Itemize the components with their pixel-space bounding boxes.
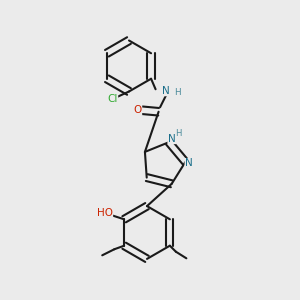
Text: HO: HO <box>97 208 112 218</box>
Text: N: N <box>162 86 170 96</box>
Text: O: O <box>134 105 142 115</box>
Text: H: H <box>175 129 182 138</box>
Text: Cl: Cl <box>107 94 118 104</box>
Text: N: N <box>185 158 193 169</box>
Text: N: N <box>168 134 176 144</box>
Text: H: H <box>174 88 181 97</box>
